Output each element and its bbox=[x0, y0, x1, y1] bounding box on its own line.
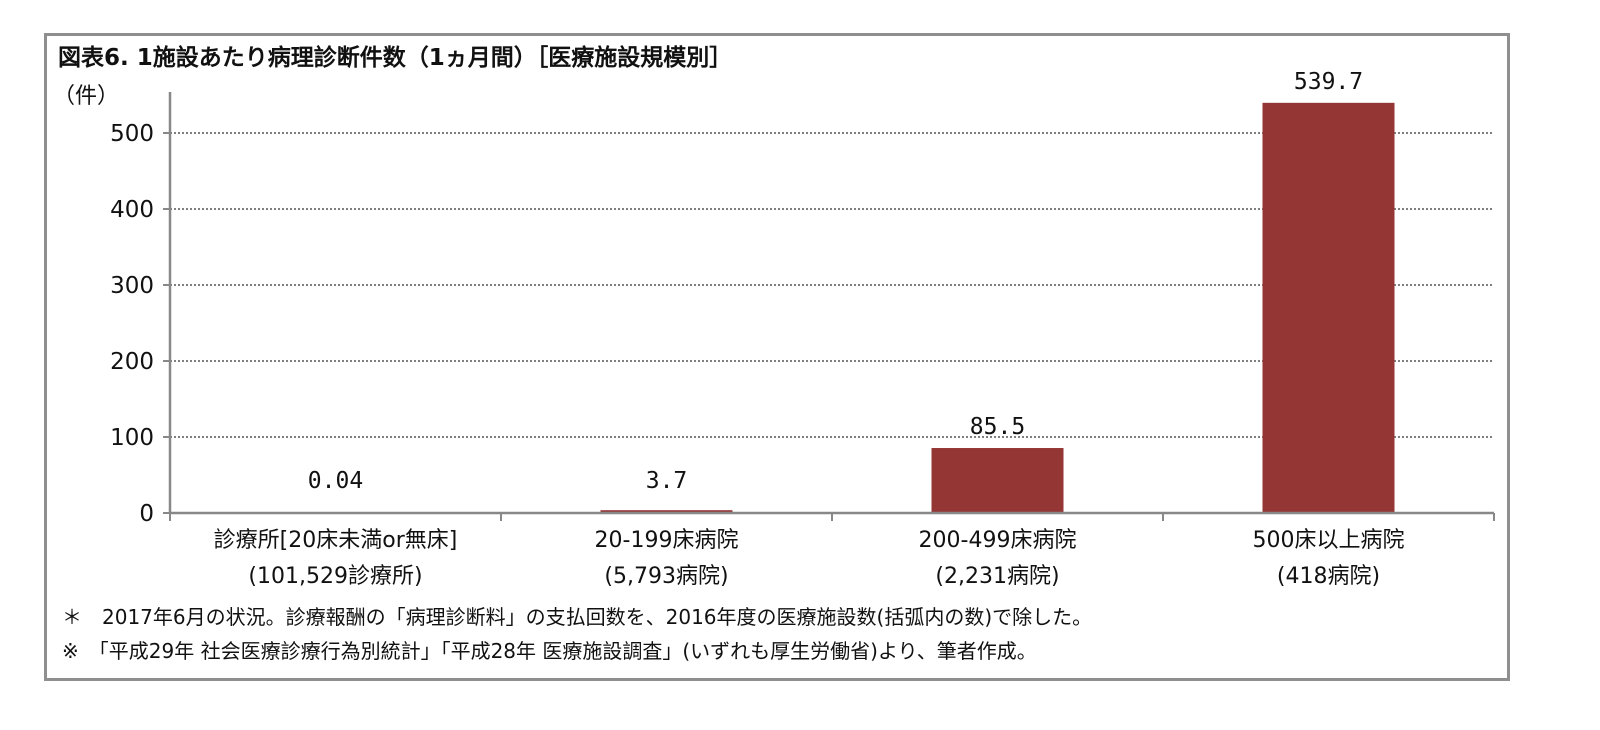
bar-4 bbox=[1262, 102, 1395, 513]
bar-3 bbox=[931, 448, 1064, 513]
bars bbox=[269, 102, 1395, 513]
data-label-3: 85.5 bbox=[970, 414, 1025, 440]
y-tick-label: 500 bbox=[110, 121, 154, 147]
footnote-method: ＊ 2017年6月の状況。診療報酬の「病理診断料」の支払回数を、2016年度の医… bbox=[62, 605, 1093, 629]
x-category-sublabel: (5,793病院) bbox=[604, 564, 728, 589]
x-category-label: 200-499床病院 bbox=[919, 528, 1077, 553]
chart-title: 図表6. 1施設あたり病理診断件数（1ヵ月間）［医療施設規模別］ bbox=[58, 45, 733, 71]
y-tick-label: 100 bbox=[110, 425, 154, 451]
data-label-4: 539.7 bbox=[1294, 69, 1363, 95]
bar-2 bbox=[600, 510, 733, 513]
x-category-sublabel: (2,231病院) bbox=[935, 564, 1059, 589]
x-category-label: 診療所[20床未満or無床] bbox=[214, 528, 458, 553]
x-category-sublabel: (418病院) bbox=[1277, 564, 1380, 589]
data-label-1: 0.04 bbox=[308, 468, 363, 494]
data-label-2: 3.7 bbox=[646, 468, 688, 494]
x-category-sublabel: (101,529診療所) bbox=[248, 564, 422, 589]
y-tick-label: 300 bbox=[110, 273, 154, 299]
x-category-label: 500床以上病院 bbox=[1253, 528, 1405, 553]
labels: 0 100 200 300 400 500 0.04 診療所[20床未満or無床] (101,5… bbox=[110, 69, 1404, 589]
footnote-source: ※ 「平成29年 社会医療診療行為別統計」「平成28年 医療施設調査」(いずれも… bbox=[62, 639, 1037, 663]
y-tick-label: 0 bbox=[139, 501, 154, 527]
y-axis-unit-label: （件） bbox=[53, 84, 120, 109]
axes bbox=[163, 92, 1495, 521]
x-category-label: 20-199床病院 bbox=[595, 528, 739, 553]
gridlines bbox=[170, 132, 1494, 438]
y-tick-label: 400 bbox=[110, 197, 154, 223]
y-tick-label: 200 bbox=[110, 349, 154, 375]
